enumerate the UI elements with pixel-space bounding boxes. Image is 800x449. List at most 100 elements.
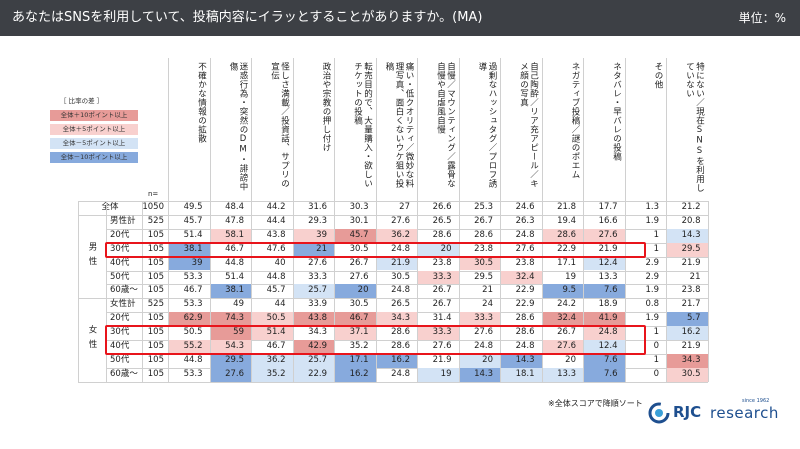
value-cell: 39 [168, 256, 210, 271]
column-divider [666, 201, 667, 382]
value-cell: 1 [653, 327, 659, 338]
value-cell: 16.6 [598, 215, 618, 226]
value-cell: 18.9 [598, 299, 618, 310]
value-cell: 21.7 [681, 299, 701, 310]
value-cell: 21 [292, 242, 334, 257]
column-divider [375, 58, 377, 201]
value-cell: 24.8 [391, 243, 410, 254]
value-cell: 1.9 [645, 285, 659, 296]
value-cell: 12.4 [583, 256, 625, 271]
column-header: 痛い・低クオリティ／微妙な料理写真、面白くないウケ狙い投稿 [384, 62, 414, 188]
value-cell: 30.5 [666, 367, 708, 382]
unit: 単位：% [738, 11, 786, 25]
value-cell: 28.6 [432, 229, 452, 240]
n-value: 1050 [142, 202, 164, 212]
row-line [106, 340, 708, 341]
column-header: ネタバレ・早バレの投稿 [611, 62, 622, 161]
value-cell: 1 [653, 229, 659, 240]
value-cell: 21.9 [681, 257, 701, 268]
value-cell: 31.4 [432, 313, 452, 324]
value-cell: 28.6 [391, 327, 410, 338]
value-cell: 30.1 [349, 215, 369, 226]
column-divider [500, 58, 501, 201]
column-divider [624, 58, 626, 201]
value-cell: 45.7 [266, 285, 286, 296]
value-cell: 34.3 [308, 327, 327, 338]
row-line [106, 284, 708, 286]
value-cell: 2.9 [645, 271, 659, 282]
value-cell: 54.3 [209, 340, 251, 354]
title: あなたはSNSを利用していて、投稿内容にイラッとすることがありますか。(MA) [12, 10, 483, 25]
value-cell: 58.1 [209, 228, 251, 243]
value-cell: 21.9 [598, 243, 618, 254]
value-cell: 46.7 [334, 312, 376, 327]
legend-item: 全体－10ポイント以上 [50, 152, 138, 163]
value-cell: 27.6 [583, 228, 625, 243]
column-header: 怪しさ満載／投資話、サプリの宣伝 [269, 62, 290, 188]
value-cell: 40 [274, 257, 286, 268]
legend-item: 全体＋5ポイント以上 [50, 124, 138, 135]
value-cell: 21 [482, 285, 493, 296]
group-line [78, 381, 708, 383]
value-cell: 24.8 [391, 368, 410, 379]
value-cell: 26.7 [474, 215, 493, 226]
value-cell: 21.8 [557, 202, 576, 212]
value-cell: 21 [689, 271, 701, 282]
row-label: 30代 [110, 327, 130, 338]
column-header: その他 [653, 62, 663, 89]
value-cell: 28.6 [515, 313, 535, 324]
value-cell: 1 [653, 354, 659, 365]
footnote: ※全体スコアで降順ソート [548, 399, 643, 408]
value-cell: 22.9 [557, 243, 576, 254]
column-divider [251, 201, 252, 382]
value-cell: 26.6 [432, 202, 452, 212]
column-divider [209, 201, 211, 382]
value-cell: 27 [399, 202, 410, 212]
value-cell: 18.1 [500, 367, 542, 382]
value-cell: 24 [482, 299, 493, 310]
value-cell: 22.9 [515, 299, 535, 310]
value-cell: 22.9 [515, 285, 535, 296]
n-value: 105 [147, 257, 164, 268]
value-cell: 2.9 [645, 257, 659, 268]
column-divider [666, 58, 667, 201]
value-cell: 27.6 [349, 271, 369, 282]
column-divider [78, 201, 79, 382]
value-cell: 7.6 [583, 367, 625, 382]
value-cell: 27.6 [308, 257, 327, 268]
value-cell: 55.2 [168, 340, 210, 354]
value-cell: 20 [334, 284, 376, 299]
value-cell: 21.9 [375, 256, 417, 271]
value-cell: 22.9 [292, 367, 334, 382]
legend-title: ［ 比率の差 ］ [60, 97, 104, 105]
value-cell: 29.5 [209, 353, 251, 368]
column-divider [209, 58, 211, 201]
value-cell: 45.7 [334, 228, 376, 243]
row-label: 50代 [110, 354, 130, 365]
value-cell: 24.8 [474, 341, 493, 351]
value-cell: 27.6 [391, 215, 410, 226]
column-divider [417, 201, 418, 382]
value-cell: 5.7 [666, 312, 708, 327]
value-cell: 7.6 [583, 353, 625, 368]
column-divider [583, 58, 584, 201]
row-label: 40代 [110, 341, 130, 351]
value-cell: 37.1 [334, 326, 376, 340]
column-divider [375, 201, 377, 382]
value-cell: 26.7 [349, 257, 369, 268]
value-cell: 1.9 [645, 313, 659, 324]
value-cell: 44.8 [225, 257, 244, 268]
value-cell: 28.6 [515, 327, 535, 338]
value-cell: 20 [458, 353, 500, 368]
value-cell: 43.8 [266, 229, 286, 240]
logo-name: RJC [673, 403, 702, 421]
value-cell: 47.6 [266, 243, 286, 254]
value-cell: 38.1 [209, 284, 251, 299]
row-line [78, 201, 708, 202]
value-cell: 29.5 [474, 271, 493, 282]
column-divider [458, 201, 460, 382]
value-cell: 0 [653, 368, 659, 379]
group-label: 男性 [87, 242, 97, 272]
value-cell: 26.7 [432, 299, 452, 310]
value-cell: 1.3 [645, 202, 659, 212]
